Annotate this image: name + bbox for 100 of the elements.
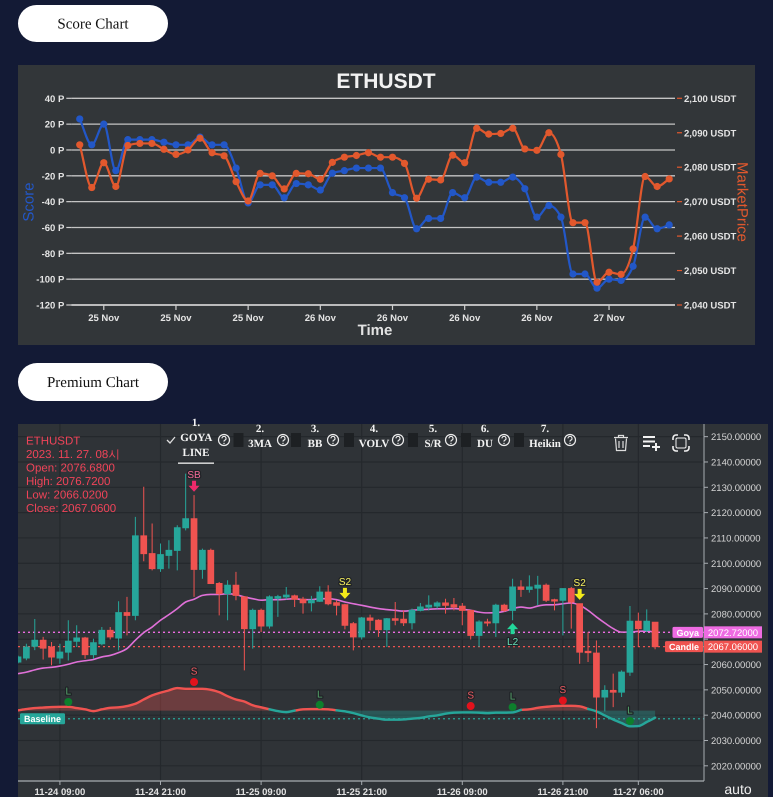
point xyxy=(424,214,432,222)
annotation: Close: 2067.0600 xyxy=(26,502,116,515)
y-tick-label: 2050.00000 xyxy=(711,685,762,696)
point xyxy=(629,262,637,270)
point xyxy=(654,182,661,190)
y-tick-label: -60 P xyxy=(42,222,65,234)
y-tick-label: 40 P xyxy=(44,94,65,105)
text: auto xyxy=(724,781,752,797)
y2-tick-label: 2,040 USDT xyxy=(684,300,736,312)
annotation: 4. VOLV xyxy=(358,422,390,452)
annotation: 1. GOYA LINE xyxy=(180,416,212,461)
candlestick xyxy=(526,574,533,594)
y2-tick-label: 2,050 USDT xyxy=(684,266,736,278)
point xyxy=(88,141,96,148)
candlestick xyxy=(249,608,256,650)
candlestick xyxy=(643,608,650,633)
y2-tick-label: 2,070 USDT xyxy=(684,197,736,208)
y-tick-label: 2080.00000 xyxy=(711,609,762,620)
point xyxy=(388,189,396,196)
point xyxy=(629,245,637,252)
y-tick-label: 2150.00000 xyxy=(711,432,762,444)
candlestick xyxy=(610,673,617,708)
point xyxy=(76,141,84,148)
text: Premium Chart xyxy=(46,375,140,391)
candlestick xyxy=(534,575,542,606)
point xyxy=(497,178,504,186)
y-tick-label: -100 P xyxy=(36,274,65,286)
point xyxy=(112,167,120,174)
point xyxy=(364,149,372,156)
y-tick-label: -120 P xyxy=(36,300,65,312)
point xyxy=(485,130,492,138)
point xyxy=(124,142,132,150)
y-tick-label: -40 P xyxy=(42,197,65,208)
point xyxy=(485,178,492,186)
candlestick xyxy=(140,486,148,562)
point xyxy=(400,160,408,168)
y2-tick-label: 2,060 USDT xyxy=(684,232,736,243)
y-tick-label: 2030.00000 xyxy=(711,736,762,747)
candlestick xyxy=(568,586,575,630)
candlestick xyxy=(492,603,500,638)
candlestick xyxy=(560,588,566,636)
point xyxy=(352,164,360,172)
data-label: S2 xyxy=(338,576,352,588)
point xyxy=(545,202,552,210)
point xyxy=(376,154,384,161)
point xyxy=(268,172,276,180)
point xyxy=(280,185,288,193)
point xyxy=(507,623,518,634)
point xyxy=(400,194,408,202)
x-tick-label: 11-24 21:00 xyxy=(135,787,186,797)
point xyxy=(521,145,528,153)
point xyxy=(316,176,324,183)
candlestick xyxy=(224,580,231,621)
point xyxy=(605,268,613,276)
candlestick xyxy=(115,600,122,651)
point xyxy=(545,129,552,136)
point xyxy=(100,159,108,166)
point xyxy=(328,170,336,177)
annotation: High: 2076.7200 xyxy=(26,476,110,488)
x-tick-label: 11-26 21:00 xyxy=(538,787,588,797)
data-label: L2 xyxy=(507,637,519,648)
y2-tick-label: 2,080 USDT xyxy=(684,162,736,174)
point xyxy=(188,480,200,492)
candlestick xyxy=(358,616,366,640)
y-axis-title: Score xyxy=(20,182,38,222)
point xyxy=(232,178,240,186)
point xyxy=(220,141,228,148)
annotation: 3. BB xyxy=(308,422,322,452)
point xyxy=(605,276,613,283)
point xyxy=(593,284,601,292)
point xyxy=(437,176,444,184)
x-tick-label: 11-25 09:00 xyxy=(236,787,286,797)
point xyxy=(569,219,577,226)
data-label: SB xyxy=(187,470,202,481)
point xyxy=(340,154,348,161)
candlestick xyxy=(484,618,491,627)
y-tick-label: 2090.00000 xyxy=(711,584,762,596)
y-tick-label: 2140.00000 xyxy=(711,457,762,468)
point xyxy=(509,174,516,181)
ref-line-label: Candle xyxy=(668,642,699,652)
x-tick-label: 25 Nov xyxy=(88,313,120,324)
y-tick-label: 2072.72000 xyxy=(708,628,758,639)
candlestick xyxy=(73,624,80,648)
point xyxy=(461,159,468,166)
y-tick-label: 2067.06000 xyxy=(708,642,758,654)
candlestick xyxy=(106,626,114,640)
candlestick xyxy=(509,578,516,621)
point xyxy=(172,150,180,158)
point xyxy=(412,194,420,202)
point xyxy=(364,164,372,172)
point xyxy=(581,219,589,226)
chart-title: ETHUSDT xyxy=(336,70,436,93)
annotation: Open: 2076.6800 xyxy=(26,462,115,474)
x-tick-label: 25 Nov xyxy=(232,313,264,324)
point xyxy=(473,174,480,181)
candlestick xyxy=(124,596,130,636)
point xyxy=(461,194,468,202)
candlestick xyxy=(199,548,206,580)
x-tick-label: 11-26 09:00 xyxy=(436,787,488,797)
candlestick xyxy=(216,581,223,616)
